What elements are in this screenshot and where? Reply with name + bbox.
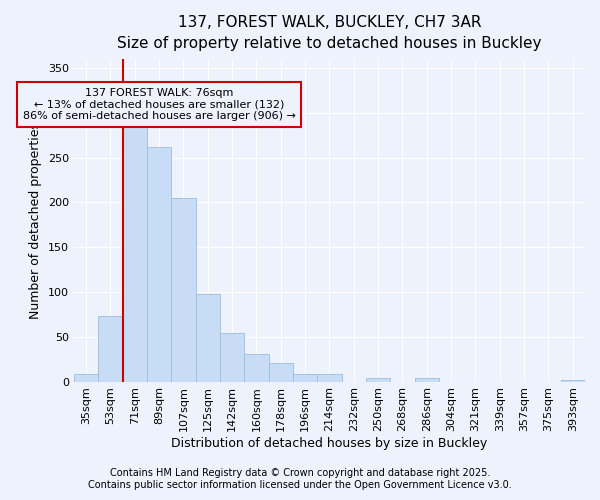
Bar	[220, 333, 244, 382]
X-axis label: Distribution of detached houses by size in Buckley: Distribution of detached houses by size …	[172, 437, 488, 450]
Bar	[74, 374, 98, 382]
Title: 137, FOREST WALK, BUCKLEY, CH7 3AR
Size of property relative to detached houses : 137, FOREST WALK, BUCKLEY, CH7 3AR Size …	[117, 15, 542, 51]
Bar	[366, 378, 391, 382]
Bar	[317, 374, 341, 382]
Text: Contains HM Land Registry data © Crown copyright and database right 2025.
Contai: Contains HM Land Registry data © Crown c…	[88, 468, 512, 490]
Bar	[560, 380, 585, 382]
Bar	[196, 294, 220, 382]
Bar	[269, 363, 293, 382]
Y-axis label: Number of detached properties: Number of detached properties	[29, 122, 43, 319]
Bar	[98, 316, 122, 382]
Bar	[415, 378, 439, 382]
Bar	[244, 354, 269, 382]
Bar	[171, 198, 196, 382]
Bar	[147, 147, 171, 382]
Bar	[122, 122, 147, 382]
Bar	[293, 374, 317, 382]
Text: 137 FOREST WALK: 76sqm
← 13% of detached houses are smaller (132)
86% of semi-de: 137 FOREST WALK: 76sqm ← 13% of detached…	[23, 88, 296, 121]
